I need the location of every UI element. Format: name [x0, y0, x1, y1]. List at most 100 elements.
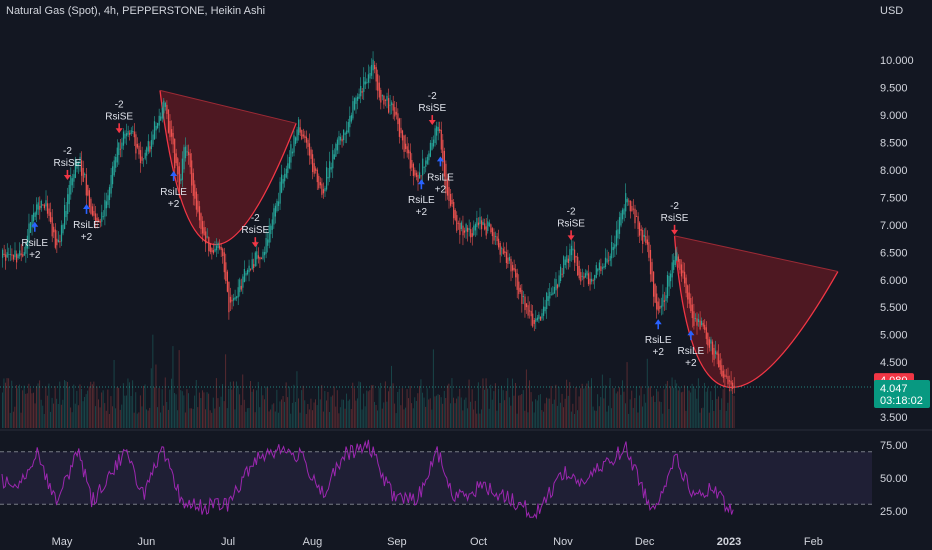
volume-bar	[74, 403, 76, 428]
candle	[96, 217, 98, 222]
candle	[674, 256, 676, 265]
volume-bar	[513, 395, 515, 428]
volume-bar	[358, 381, 360, 428]
volume-bar	[564, 398, 566, 428]
candle	[388, 98, 390, 113]
candle	[270, 225, 272, 235]
candle	[530, 310, 532, 317]
candle	[690, 298, 692, 312]
candle	[443, 151, 445, 177]
volume-bar	[343, 399, 344, 428]
candle	[341, 138, 343, 142]
volume-bar	[242, 374, 244, 428]
candle	[302, 134, 304, 137]
time-tick-label: May	[52, 536, 73, 548]
candle	[693, 311, 695, 326]
volume-bar	[326, 400, 327, 428]
time-tick-label: Jun	[138, 536, 156, 548]
candle	[169, 121, 171, 138]
candle	[459, 223, 461, 235]
volume-bar	[473, 409, 475, 428]
currency-label: USD	[880, 5, 904, 17]
candle	[597, 268, 599, 272]
volume-bar	[321, 385, 323, 428]
volume-bar	[637, 412, 639, 428]
volume-bar	[208, 393, 210, 428]
volume-bar	[276, 389, 278, 428]
countdown-text: 03:18:02	[880, 395, 923, 407]
candle	[663, 300, 665, 302]
candle	[329, 161, 331, 178]
volume-bar	[250, 381, 251, 428]
candle	[415, 172, 418, 177]
candle	[422, 158, 424, 176]
candle	[222, 248, 224, 256]
volume-bar	[439, 394, 440, 428]
signal-label: RsiLE	[678, 346, 705, 357]
candle	[188, 151, 190, 156]
volume-bar	[17, 388, 19, 428]
volume-bar	[388, 391, 389, 428]
candle	[164, 102, 166, 107]
volume-bar	[322, 411, 324, 428]
candle	[304, 135, 306, 138]
candle	[219, 245, 221, 249]
volume-bar	[160, 412, 161, 428]
candle	[380, 90, 382, 103]
candle	[411, 160, 413, 168]
volume-bar	[705, 391, 707, 428]
candle	[77, 162, 80, 166]
volume-bar	[378, 387, 380, 428]
volume-bar	[104, 403, 106, 428]
volume-bar	[248, 408, 250, 428]
volume-bar	[214, 408, 216, 428]
candle	[82, 168, 84, 182]
volume-bar	[167, 409, 169, 428]
volume-bar	[691, 383, 693, 428]
candle	[46, 203, 49, 214]
candle	[296, 129, 298, 141]
candle	[375, 67, 377, 82]
candle	[719, 360, 721, 370]
volume-bar	[161, 389, 163, 428]
candle	[649, 250, 652, 275]
candle	[228, 281, 230, 313]
signal-label: RsiSE	[557, 218, 585, 229]
candle	[364, 81, 366, 85]
volume-bar	[189, 408, 191, 428]
volume-bar	[733, 395, 735, 428]
candle	[508, 257, 511, 261]
candle	[685, 277, 687, 294]
volume-bar	[302, 385, 304, 428]
candle	[70, 176, 72, 195]
volume-bar	[344, 408, 346, 428]
candle	[468, 228, 470, 230]
candle	[65, 211, 67, 218]
candle	[330, 167, 332, 170]
candle	[307, 139, 309, 147]
candle	[9, 254, 11, 255]
candle	[358, 93, 360, 99]
candle	[322, 189, 325, 194]
volume-bar	[22, 390, 24, 428]
volume-bar	[380, 382, 382, 428]
candle	[696, 318, 698, 326]
signal-label: RsiSE	[661, 213, 689, 224]
candle	[710, 339, 712, 344]
volume-bar	[177, 410, 179, 428]
volume-bar	[253, 389, 254, 428]
candle	[612, 247, 614, 251]
candle	[220, 247, 222, 251]
signal-qty: -2	[670, 201, 679, 212]
volume-bar	[67, 382, 68, 428]
volume-bar	[25, 393, 27, 428]
volume-bar	[406, 389, 408, 428]
volume-bar	[556, 405, 558, 428]
volume-bar	[6, 378, 8, 428]
volume-bar	[157, 407, 158, 428]
volume-bar	[566, 379, 568, 428]
candle	[670, 273, 672, 282]
price-badge-green-text: 4.047	[880, 383, 908, 395]
volume-bar	[108, 414, 110, 428]
